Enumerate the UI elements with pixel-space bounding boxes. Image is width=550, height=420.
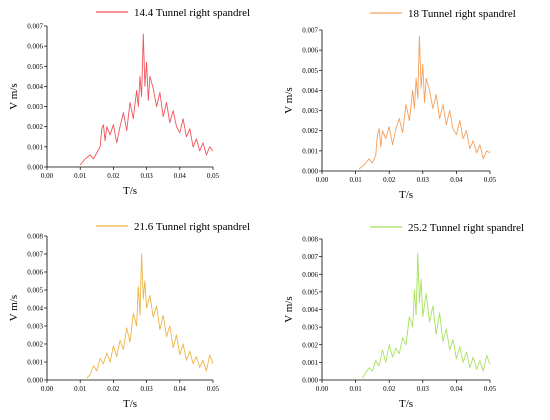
- chart-panel-1: 0.00 0.01 0.02 0.03 0.04 0.05 0.000 0.001 0.002 0…: [8, 7, 250, 197]
- y-tick-label: 0.001: [302, 359, 318, 367]
- series-line: [361, 252, 491, 379]
- x-tick-label: 0.01: [74, 385, 87, 393]
- y-tick-label: 0.007: [302, 253, 318, 261]
- y-tick-label: 0.004: [27, 305, 43, 313]
- y-tick-label: 0.004: [302, 87, 318, 95]
- x-tick-label: 0.01: [349, 385, 362, 393]
- y-tick-label: 0.002: [302, 127, 318, 135]
- series-line: [79, 33, 214, 166]
- chart-panel-2: 0.00 0.01 0.02 0.03 0.04 0.05 0.000 0.001 0.002 0…: [283, 8, 516, 201]
- y-axis-title: V m/s: [8, 83, 20, 109]
- x-tick-label: 0.05: [207, 172, 220, 180]
- y-tick-label: 0.003: [27, 103, 43, 111]
- x-tick-label: 0.03: [140, 385, 153, 393]
- y-tick-label: 0.005: [302, 67, 318, 75]
- y-tick-label: 0.003: [27, 323, 43, 331]
- x-tick-label: 0.04: [450, 176, 463, 184]
- y-tick-label: 0.005: [27, 287, 43, 295]
- x-tick-label: 0.03: [140, 172, 153, 180]
- y-tick-label: 0.005: [302, 288, 318, 296]
- y-tick-label: 0.006: [302, 47, 318, 55]
- x-tick-label: 0.04: [174, 385, 187, 393]
- x-tick-label: 0.02: [383, 176, 396, 184]
- x-axis-title: T/s: [123, 185, 137, 197]
- y-tick-label: 0.006: [302, 271, 318, 279]
- x-tick-label: 0.02: [107, 172, 120, 180]
- x-tick-label: 0.03: [417, 385, 430, 393]
- y-tick-label: 0.005: [27, 63, 43, 71]
- y-tick-label: 0.000: [27, 164, 43, 172]
- y-tick-label: 0.001: [27, 359, 43, 367]
- x-axis-title: T/s: [399, 189, 413, 201]
- legend-label: 25.2 Tunnel right spandrel: [408, 222, 524, 234]
- x-tick-label: 0.04: [174, 172, 187, 180]
- y-tick-label: 0.004: [27, 83, 43, 91]
- x-tick-label: 0.00: [41, 385, 54, 393]
- y-tick-label: 0.003: [302, 107, 318, 115]
- x-tick-label: 0.02: [107, 385, 120, 393]
- x-tick-label: 0.05: [484, 176, 497, 184]
- x-tick-label: 0.00: [316, 176, 329, 184]
- series-line: [358, 35, 491, 170]
- x-tick-label: 0.02: [383, 385, 396, 393]
- chart-panel-3: 0.00 0.01 0.02 0.03 0.04 0.05 0.000 0.001 0.002 0…: [8, 221, 250, 410]
- y-tick-label: 0.006: [27, 269, 43, 277]
- x-tick-label: 0.05: [207, 385, 220, 393]
- y-axis-title: V m/s: [283, 87, 295, 113]
- series-line: [86, 253, 214, 379]
- x-tick-label: 0.05: [484, 385, 497, 393]
- x-tick-label: 0.03: [417, 176, 430, 184]
- x-tick-label: 0.00: [41, 172, 54, 180]
- legend-label: 21.6 Tunnel right spandrel: [134, 221, 250, 233]
- y-tick-label: 0.000: [27, 377, 43, 385]
- y-tick-label: 0.004: [302, 306, 318, 314]
- y-tick-label: 0.006: [27, 43, 43, 51]
- x-axis-title: T/s: [399, 398, 413, 410]
- x-tick-label: 0.00: [316, 385, 329, 393]
- y-axis-title: V m/s: [283, 296, 295, 322]
- y-tick-label: 0.000: [302, 377, 318, 385]
- x-axis-title: T/s: [123, 398, 137, 410]
- x-tick-label: 0.01: [349, 176, 362, 184]
- x-tick-label: 0.04: [450, 385, 463, 393]
- y-tick-label: 0.008: [27, 233, 43, 241]
- y-tick-label: 0.003: [302, 324, 318, 332]
- y-tick-label: 0.007: [302, 27, 318, 35]
- x-tick-label: 0.01: [74, 172, 87, 180]
- y-tick-label: 0.001: [302, 147, 318, 155]
- y-tick-label: 0.000: [302, 168, 318, 176]
- y-axis-title: V m/s: [8, 295, 20, 321]
- legend-label: 14.4 Tunnel right spandrel: [134, 7, 250, 19]
- y-tick-label: 0.007: [27, 251, 43, 259]
- y-tick-label: 0.002: [302, 341, 318, 349]
- y-tick-label: 0.008: [302, 236, 318, 244]
- y-tick-label: 0.007: [27, 23, 43, 31]
- y-tick-label: 0.002: [27, 123, 43, 131]
- legend-label: 18 Tunnel right spandrel: [408, 8, 516, 20]
- chart-panel-4: 0.00 0.01 0.02 0.03 0.04 0.05 0.000 0.001 0.002 0…: [283, 222, 524, 410]
- y-tick-label: 0.001: [27, 143, 43, 151]
- y-tick-label: 0.002: [27, 341, 43, 349]
